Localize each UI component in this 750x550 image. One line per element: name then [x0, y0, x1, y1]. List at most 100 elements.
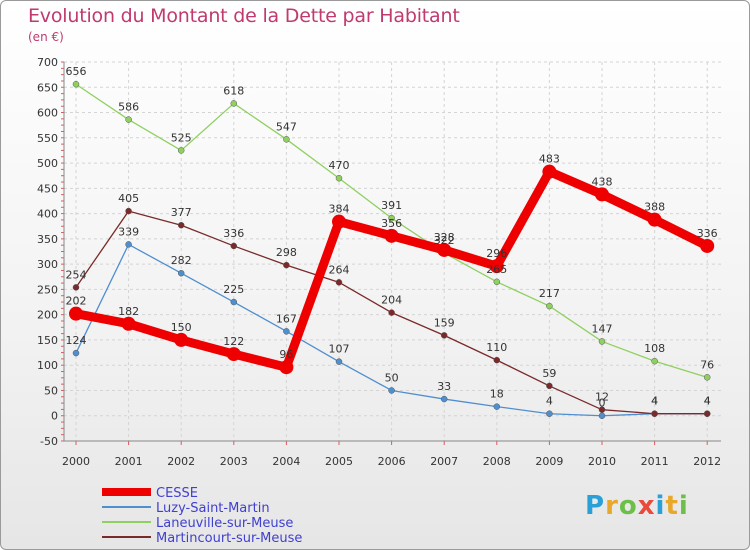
x-tick-label: 2007 [430, 455, 458, 468]
x-tick-label: 2001 [115, 455, 143, 468]
data-point [283, 328, 290, 335]
data-label: 656 [66, 65, 87, 78]
y-tick-label: 250 [37, 283, 58, 296]
legend: CESSELuzy-Saint-MartinLaneuville-sur-Meu… [102, 486, 302, 546]
logo-letter: o [618, 491, 638, 521]
data-label: 182 [118, 305, 139, 318]
data-point [72, 80, 80, 88]
x-tick-label: 2006 [378, 455, 406, 468]
data-label: 322 [434, 234, 455, 247]
data-label: 265 [486, 263, 507, 276]
data-label: 336 [697, 227, 718, 240]
data-label: 388 [644, 201, 665, 214]
data-label: 391 [381, 199, 402, 212]
data-point [174, 332, 189, 347]
data-label: 328 [434, 231, 455, 244]
y-unit-label: (en €) [28, 30, 64, 44]
data-label: 110 [486, 341, 507, 354]
data-point [335, 358, 343, 365]
data-label: 202 [66, 295, 87, 308]
y-tick-label: 300 [37, 258, 58, 271]
chart-title: Evolution du Montant de la Dette par Hab… [28, 5, 460, 27]
data-label: 264 [329, 263, 350, 276]
data-label: 4 [546, 395, 553, 408]
y-tick-label: 450 [37, 182, 58, 195]
data-label: 50 [385, 371, 399, 384]
data-label: 470 [329, 159, 350, 172]
logo-letter: x [637, 491, 656, 521]
data-point [125, 116, 132, 123]
data-point [283, 261, 290, 269]
data-point [388, 387, 395, 394]
data-label: 4 [651, 395, 658, 408]
data-point [595, 187, 609, 202]
data-point [493, 403, 501, 410]
data-point [546, 302, 553, 310]
y-tick-label: 50 [44, 384, 58, 397]
data-label: 150 [171, 321, 192, 334]
series-layer [69, 80, 715, 419]
data-point [283, 136, 290, 143]
x-tick-label: 2004 [272, 455, 300, 468]
data-label: 122 [223, 335, 244, 348]
data-label: 356 [381, 217, 402, 230]
data-point [489, 259, 504, 274]
logo-letter: i [655, 491, 666, 521]
data-labels: 124 339 282 225 167 107 50 33 18 4 0 4 4 656 586 525 618… [66, 65, 718, 409]
data-label: 217 [539, 287, 560, 300]
x-tick-label: 2011 [641, 455, 669, 468]
data-point [440, 395, 448, 403]
data-label: 377 [171, 206, 192, 219]
data-label: 384 [329, 203, 350, 216]
data-label: 336 [223, 227, 244, 240]
data-label: 12 [595, 391, 609, 404]
data-point [125, 241, 132, 248]
legend-label: Martincourt-sur-Meuse [156, 531, 302, 546]
data-label: 4 [651, 395, 658, 408]
data-label: 547 [276, 120, 297, 133]
data-point [279, 360, 294, 375]
x-tick-label: 2000 [62, 455, 90, 468]
data-point [388, 214, 395, 222]
y-tick-label: 100 [37, 359, 58, 372]
data-label: 147 [592, 322, 613, 335]
data-point [230, 100, 238, 107]
y-tick-label: -50 [40, 435, 58, 448]
data-point [598, 338, 606, 345]
data-point [230, 242, 238, 250]
data-label: 76 [700, 358, 714, 371]
x-tick-label: 2002 [167, 455, 195, 468]
y-tick-label: 0 [51, 410, 58, 423]
x-tick-label: 2008 [483, 455, 511, 468]
y-tick-label: 500 [37, 157, 58, 170]
data-point [598, 406, 606, 413]
data-label: 618 [223, 84, 244, 97]
data-label: 296 [486, 247, 507, 260]
data-label: 204 [381, 294, 402, 307]
data-label: 108 [644, 342, 665, 355]
data-label: 405 [118, 192, 139, 205]
data-label: 225 [223, 283, 244, 296]
data-point [703, 374, 711, 381]
y-tick-label: 150 [37, 334, 58, 347]
data-point [121, 316, 136, 331]
data-point [384, 228, 399, 243]
data-label: 298 [276, 246, 297, 259]
legend-label: Laneuville-sur-Meuse [156, 516, 293, 531]
data-point [700, 238, 715, 253]
y-tick-label: 650 [37, 81, 58, 94]
data-label: 59 [542, 367, 556, 380]
data-point [651, 410, 658, 417]
data-point [332, 214, 346, 229]
data-label: 438 [592, 175, 613, 188]
x-tick-label: 2005 [325, 455, 353, 468]
data-point [493, 278, 501, 286]
data-point [335, 279, 343, 286]
data-point [177, 221, 185, 229]
data-label: 167 [276, 312, 297, 325]
data-label: 254 [66, 268, 87, 281]
data-label: 18 [490, 388, 504, 401]
data-label: 525 [171, 131, 192, 144]
y-tick-label: 700 [37, 56, 58, 69]
